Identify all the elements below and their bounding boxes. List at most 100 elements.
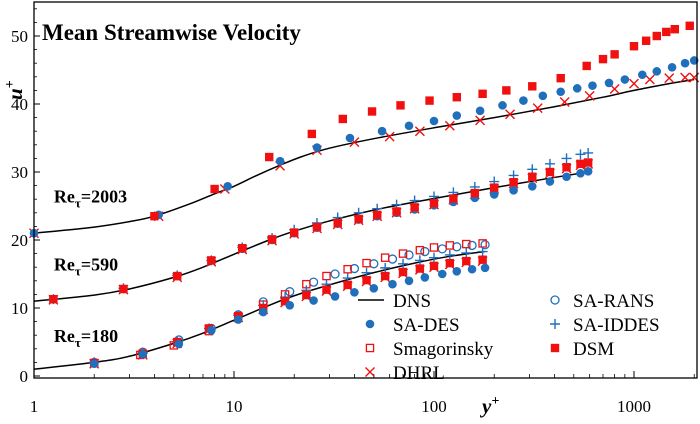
data-point-sa-iddes (575, 149, 586, 160)
y-tick-label: 20 (11, 231, 28, 250)
x-axis-title: y+ (479, 394, 499, 418)
re-label-sub: τ (75, 264, 81, 279)
data-point-dsm (367, 107, 377, 116)
series-dns-re2003 (33, 78, 695, 234)
data-point-dsm (119, 284, 128, 294)
data-point-sa-des (652, 67, 662, 76)
data-point-sa-des (588, 81, 597, 90)
data-point-dsm (150, 212, 159, 221)
legend-label: SA-IDDES (573, 315, 660, 336)
data-point-dhrl (680, 72, 691, 83)
data-point-dsm (582, 61, 591, 71)
data-point-sa-rans (467, 240, 477, 251)
data-point-dsm (343, 280, 352, 290)
data-point-sa-rans (369, 259, 379, 269)
re-label: Reτ=180 (54, 326, 118, 350)
data-point-dsm (238, 243, 247, 253)
data-point-sa-des (206, 326, 216, 335)
data-point-dhrl (629, 78, 639, 89)
data-point-dsm (415, 264, 425, 273)
legend-marker-sa-des (365, 319, 375, 329)
data-point-sa-des (437, 269, 447, 279)
data-point-sa-des (275, 156, 285, 166)
data-point-dsm (265, 152, 274, 162)
re-label-base: Re (54, 255, 75, 275)
data-point-sa-des (420, 273, 430, 282)
legend-label: DSM (573, 339, 614, 360)
data-point-dsm (396, 101, 405, 110)
data-point-dsm (462, 256, 471, 266)
data-point-dsm (173, 271, 182, 281)
legend-item-sa-rans: SA-RANS (550, 291, 654, 312)
data-point-dsm (210, 184, 219, 194)
data-point-dsm (302, 290, 311, 300)
legend-item-smagorinsky: Smagorinsky (365, 339, 494, 360)
data-point-dsm (338, 114, 348, 124)
data-point-sa-des (138, 349, 148, 359)
data-point-sa-des (556, 87, 565, 97)
data-point-sa-rans (349, 263, 360, 274)
data-point-dsm (629, 42, 639, 51)
data-point-sa-des (233, 315, 243, 324)
data-point-dsm (392, 207, 401, 216)
data-point-sa-des (527, 181, 537, 191)
data-point-dsm (598, 54, 608, 64)
data-point-dsm (429, 261, 439, 271)
data-point-dsm (373, 210, 382, 220)
data-point-sa-des (498, 101, 507, 110)
data-point-dsm (509, 178, 518, 187)
data-point-sa-des (309, 296, 318, 305)
data-point-sa-des (637, 70, 647, 80)
data-point-sa-des (452, 111, 462, 120)
data-point-smagorinsky (429, 243, 439, 252)
data-point-dhrl (384, 131, 395, 142)
legend-item-dhrl: DHRL (365, 363, 445, 384)
data-point-sa-des (509, 186, 518, 195)
series-dns-re180 (33, 250, 486, 370)
re-label-value: =2003 (81, 187, 127, 207)
data-point-sa-iddes (444, 249, 455, 260)
data-point-dsm (290, 228, 299, 237)
data-point-dsm (425, 96, 434, 105)
data-point-dsm (478, 255, 487, 264)
dns-line (33, 78, 695, 234)
data-point-sa-rans (404, 250, 414, 260)
data-point-sa-des (89, 359, 99, 369)
data-point-sa-iddes (477, 246, 488, 257)
data-point-sa-des (480, 263, 490, 273)
legend-item-sa-des: SA-DES (365, 315, 460, 336)
data-point-sa-des (620, 75, 630, 84)
axis-ticks: 0 10 20 30 40 50 1 10 100 1000 (11, 8, 695, 416)
y-axis-title: u+ (3, 80, 27, 100)
data-point-dsm (362, 275, 371, 285)
data-point-dsm (576, 159, 585, 169)
data-point-sa-des (489, 190, 499, 199)
y-tick-label: 10 (11, 299, 28, 318)
data-point-dhrl (505, 109, 516, 120)
data-point-dsm (478, 89, 487, 98)
x-tick-label: 1 (30, 397, 39, 416)
legend-marker-sa-iddes (550, 319, 560, 329)
re-label-value: =590 (81, 255, 118, 275)
data-point-smagorinsky (322, 271, 331, 281)
data-point-smagorinsky (415, 245, 425, 255)
data-point-dsm (380, 271, 390, 281)
data-point-dsm (610, 50, 619, 59)
dns-line (33, 250, 486, 370)
data-point-sa-iddes (414, 255, 425, 266)
series-dsm-re2003 (150, 21, 694, 221)
data-point-sa-des (604, 78, 614, 88)
data-point-sa-des (369, 283, 379, 293)
re-label: Reτ=590 (54, 255, 118, 279)
data-point-sa-des (388, 279, 397, 289)
legend-label: DNS (393, 291, 431, 312)
legend-marker-smagorinsky (365, 343, 375, 353)
data-point-sa-iddes (429, 252, 439, 263)
y-axis-title-sup: + (3, 80, 18, 88)
x-tick-label: 1000 (617, 397, 651, 416)
data-point-dsm (449, 194, 458, 203)
data-point-sa-des (429, 116, 439, 126)
legend: DNS SA-DES Smagorinsky DHRL SA-RANS SA-IDDES D… (358, 291, 660, 384)
data-point-sa-des (223, 181, 232, 191)
data-point-sa-des (562, 172, 571, 182)
